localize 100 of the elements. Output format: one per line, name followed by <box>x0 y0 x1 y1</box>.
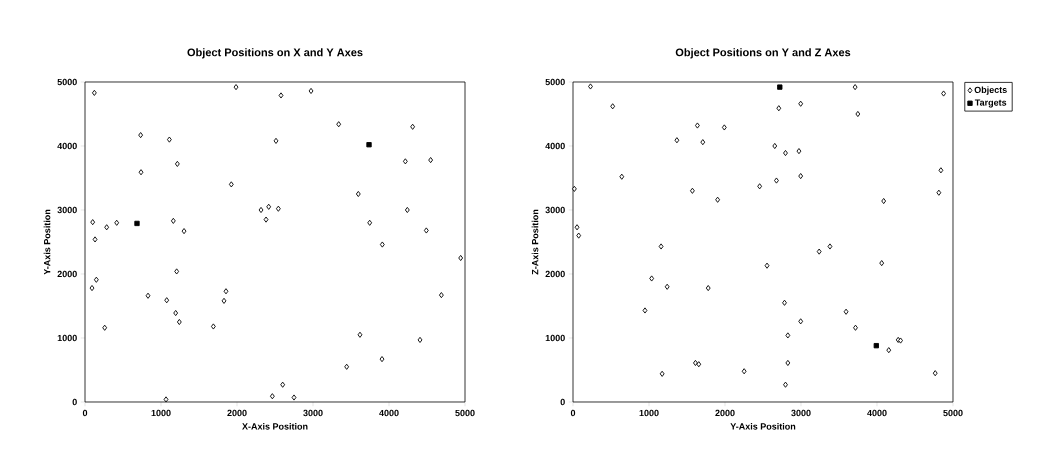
point <box>764 262 770 269</box>
point <box>367 219 373 226</box>
point <box>796 148 802 155</box>
point <box>642 307 648 314</box>
point <box>423 227 429 234</box>
y-tick-label: 2000 <box>545 270 565 278</box>
point <box>91 89 97 96</box>
point <box>776 105 782 112</box>
point <box>816 248 822 255</box>
point <box>402 158 408 165</box>
point <box>619 173 625 180</box>
y-tick-label: 5000 <box>545 78 565 86</box>
point <box>181 228 187 235</box>
point <box>223 288 229 295</box>
point <box>715 196 721 203</box>
x-tick-label: 3000 <box>303 409 323 417</box>
point <box>700 139 706 146</box>
point <box>649 275 655 282</box>
point <box>266 203 272 210</box>
x-tick-label: 4000 <box>379 409 399 417</box>
point <box>798 173 804 180</box>
point <box>936 189 942 196</box>
point <box>610 103 616 110</box>
point <box>138 132 144 139</box>
point <box>145 292 151 299</box>
y-tick-label: 4000 <box>57 142 77 150</box>
x-tick-label: 2000 <box>227 409 247 417</box>
point <box>438 292 444 299</box>
x-tick-label: 1000 <box>639 409 659 417</box>
point <box>783 381 788 388</box>
point <box>571 185 577 192</box>
y-tick-label: 3000 <box>57 206 77 214</box>
y-tick-label: 4000 <box>545 142 565 150</box>
point <box>664 283 670 290</box>
point <box>221 297 227 304</box>
point <box>798 318 804 325</box>
point <box>588 83 593 90</box>
point <box>853 324 858 331</box>
point <box>932 370 938 377</box>
point <box>827 243 833 250</box>
x-tick-label: 4000 <box>867 409 887 417</box>
point <box>379 356 385 363</box>
point <box>576 232 582 239</box>
y-axis-title: Z-Axis Position <box>531 209 539 275</box>
point <box>134 220 140 227</box>
point <box>879 260 885 267</box>
point <box>163 396 169 403</box>
point <box>690 187 695 194</box>
x-tick-label: 5000 <box>943 409 963 417</box>
y-tick-label: 0 <box>560 398 565 406</box>
point <box>674 137 680 144</box>
point <box>777 84 783 90</box>
x-axis-title: X-Axis Position <box>242 423 308 430</box>
point <box>228 181 234 188</box>
point <box>705 285 711 292</box>
x-tick-label: 0 <box>570 409 576 417</box>
x-axis-title: Y-Axis Position <box>730 423 796 430</box>
x-tick-label: 0 <box>82 409 88 417</box>
point <box>273 137 279 144</box>
point <box>291 394 297 401</box>
point <box>843 308 849 315</box>
y-tick-label: 0 <box>72 398 77 406</box>
y-tick-label: 3000 <box>545 206 565 214</box>
point <box>164 297 170 304</box>
point <box>176 318 182 326</box>
point <box>658 243 664 250</box>
point <box>798 100 804 107</box>
point <box>938 167 944 174</box>
point <box>258 206 264 214</box>
point <box>174 160 180 167</box>
point <box>410 123 416 130</box>
y-tick-label: 2000 <box>57 270 77 278</box>
point <box>852 84 858 91</box>
point <box>174 268 180 275</box>
point <box>308 87 314 94</box>
point <box>89 285 95 292</box>
point <box>104 224 110 231</box>
point <box>114 219 120 226</box>
point <box>269 393 275 400</box>
y-tick-label: 1000 <box>57 334 77 342</box>
point <box>659 370 665 377</box>
point <box>280 381 286 388</box>
point <box>785 332 791 339</box>
point <box>855 110 861 118</box>
point <box>166 136 172 143</box>
point <box>941 90 946 97</box>
point <box>693 359 698 366</box>
point <box>772 142 778 150</box>
y-tick-label: 1000 <box>545 334 565 342</box>
point <box>355 190 361 198</box>
point <box>233 84 239 91</box>
point <box>404 206 410 214</box>
point <box>93 276 99 283</box>
point <box>170 217 176 224</box>
x-tick-label: 1000 <box>151 409 171 417</box>
point <box>721 124 727 131</box>
point <box>138 169 144 176</box>
x-tick-label: 5000 <box>455 409 475 417</box>
point <box>774 177 779 184</box>
point <box>417 336 423 343</box>
